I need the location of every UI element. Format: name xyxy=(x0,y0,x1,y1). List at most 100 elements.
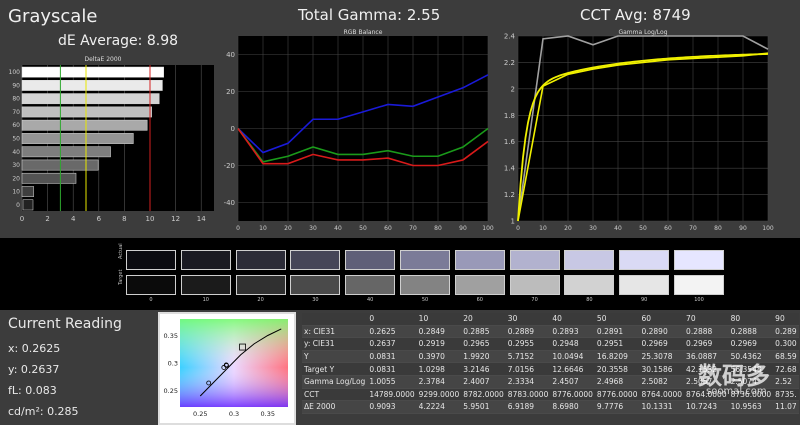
x-tick-label: 70 xyxy=(409,225,417,232)
actual-swatch xyxy=(290,250,341,270)
gamma-target-curve xyxy=(517,53,769,222)
table-header-row: 0 10 20 30 40 50 60 70 80 90 xyxy=(302,313,799,326)
table-cell: 56.3548 xyxy=(728,362,774,376)
table-cell: 0.2889 xyxy=(505,325,551,339)
y-tick-label: 1.6 xyxy=(504,138,516,146)
series-line xyxy=(237,128,489,167)
swatch-label: 90 xyxy=(641,297,648,303)
watermark-text: 数码多 xyxy=(698,362,770,390)
x-tick-label: 0 xyxy=(236,225,240,232)
table-cell: 1.0055 xyxy=(367,375,417,389)
cie-chart: 0.25 0.3 0.35 0.35 0.3 0.25 xyxy=(164,319,288,418)
table-cell: 9.7776 xyxy=(594,400,640,414)
table-cell: Gamma Log/Log xyxy=(302,375,368,389)
table-cell: 0.2955 xyxy=(505,337,551,351)
swatch-label: 30 xyxy=(312,297,319,303)
target-swatch xyxy=(126,275,176,295)
x-tick-label: 80 xyxy=(714,225,722,232)
target-row-label: Target xyxy=(118,269,124,285)
table-cell: 4.2224 xyxy=(416,400,462,414)
table-row: CCT 14789.0000 9299.0000 8782.0000 8783.0000… xyxy=(302,388,799,402)
table-cell: 2.4007 xyxy=(461,375,506,389)
bar xyxy=(21,66,164,78)
table-cell: 5.7152 xyxy=(505,350,551,364)
x-tick-label: 50 xyxy=(639,225,647,232)
table-cell: Target Y xyxy=(302,362,368,376)
table-cell: 6.9189 xyxy=(505,400,551,414)
x-tick-label: 60 xyxy=(664,225,672,232)
y-tick-label: 20 xyxy=(226,88,235,96)
y-tick-label: 30 xyxy=(12,162,20,169)
target-swatch xyxy=(400,275,450,295)
table-cell: Y xyxy=(302,350,368,364)
table-cell: 0.0831 xyxy=(367,350,417,364)
actual-swatch xyxy=(509,250,560,270)
x-tick-label: 0.25 xyxy=(193,410,207,418)
y-tick-label: 0 xyxy=(231,125,235,133)
table-cell: 72.68 xyxy=(773,362,799,376)
x-tick-label: 0 xyxy=(516,225,520,232)
x-tick-label: 90 xyxy=(459,225,467,232)
y-tick-label: 40 xyxy=(12,149,20,156)
x-tick-label: 40 xyxy=(614,225,622,232)
y-tick-label: 2.4 xyxy=(504,33,516,41)
actual-swatch xyxy=(400,250,450,270)
x-tick-label: 40 xyxy=(334,225,342,232)
x-tick-label: 30 xyxy=(589,225,597,232)
y-tick-label: 2.2 xyxy=(504,59,515,67)
bar xyxy=(22,199,34,211)
x-tick-label: 50 xyxy=(359,225,367,232)
table-cell: 0.2637 xyxy=(367,337,417,351)
table-cell: 2.5074 xyxy=(728,375,774,389)
table-cell: 0.3970 xyxy=(416,350,462,364)
target-swatch xyxy=(674,275,724,295)
target-marker xyxy=(239,343,246,351)
target-swatch xyxy=(345,275,396,295)
y-tick-label: 1.4 xyxy=(504,165,516,173)
y-tick-label: 1 xyxy=(511,218,515,226)
x-tick-label: 20 xyxy=(284,225,292,232)
swatch-label: 70 xyxy=(531,297,538,303)
table-cell: 2.52 xyxy=(773,375,799,389)
x-tick-label: 30 xyxy=(309,225,317,232)
bar xyxy=(21,93,160,105)
table-row: Y 0.0831 0.3970 1.9920 5.7152 10.0494 16.8209 2… xyxy=(302,350,799,364)
table-cell: 0.2951 xyxy=(594,337,640,351)
rgb-balance-chart: RGB Balance 0 10 20 30 40 50 60 70 80 90 100 40 20 0 -2… xyxy=(224,29,494,232)
x-tick-label: 10 xyxy=(539,225,547,232)
table-cell: 12.6646 xyxy=(550,362,595,376)
table-cell: 0.2969 xyxy=(728,337,774,351)
table-cell: 0.2893 xyxy=(550,325,595,339)
table-cell: 10.0494 xyxy=(550,350,595,364)
x-tick-label: 80 xyxy=(434,225,442,232)
table-cell: 8782.0000 xyxy=(461,388,506,402)
x-tick-label: 60 xyxy=(384,225,392,232)
measurement-point xyxy=(206,380,212,386)
table-cell: 2.5082 xyxy=(639,375,685,389)
swatch-label: 10 xyxy=(202,297,209,303)
swatch-label: 100 xyxy=(694,297,704,303)
y-tick-label: 60 xyxy=(12,122,20,129)
table-header-cell: 70 xyxy=(684,313,729,326)
x-tick-label: 12 xyxy=(171,215,180,223)
actual-swatch xyxy=(564,250,615,270)
table-cell: 0.2890 xyxy=(639,325,685,339)
table-cell: 30.1586 xyxy=(639,362,685,376)
table-row: ΔE 2000 0.9093 4.2224 5.9501 6.9189 8.6980 9.7… xyxy=(302,400,799,414)
table-cell: 0.2625 xyxy=(367,325,417,339)
table-header-cell: 0 xyxy=(367,313,417,326)
y-tick-label: 10 xyxy=(12,189,20,196)
table-cell: 8.6980 xyxy=(550,400,595,414)
series-line xyxy=(237,74,489,154)
table-row: x: CIE31 0.2625 0.2849 0.2885 0.2889 0.2893 0.… xyxy=(302,325,799,339)
table-cell: 10.7243 xyxy=(684,400,729,414)
table-cell: 0.2948 xyxy=(550,337,595,351)
table-cell: 8735. xyxy=(773,388,799,402)
table-cell: CCT xyxy=(302,388,368,402)
series-line xyxy=(237,127,489,163)
table-header-cell: 90 xyxy=(773,313,799,326)
table-cell: 1.9920 xyxy=(461,350,506,364)
x-tick-label: 90 xyxy=(739,225,747,232)
swatch-label: 40 xyxy=(367,297,374,303)
x-tick-label: 6 xyxy=(97,215,102,223)
